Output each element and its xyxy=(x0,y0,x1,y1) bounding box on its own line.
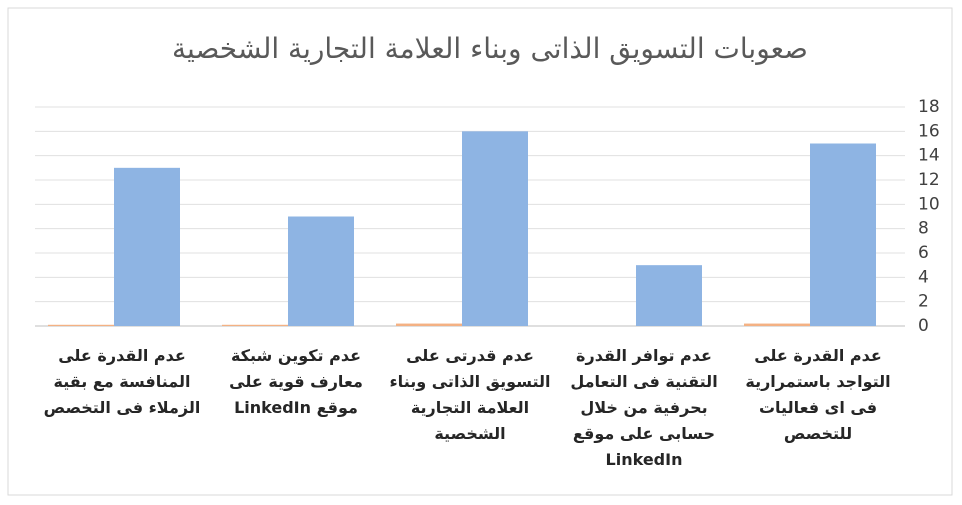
bar xyxy=(744,323,810,326)
y-tick-label: 2 xyxy=(918,292,929,312)
bar xyxy=(114,167,180,326)
chart-title: صعوبات التسويق الذاتى وبناء العلامة التج… xyxy=(172,32,808,65)
y-tick-label: 4 xyxy=(918,267,929,287)
y-tick-label: 18 xyxy=(918,97,940,117)
bar xyxy=(396,323,462,326)
bar xyxy=(636,265,702,326)
y-tick-label: 10 xyxy=(918,194,940,214)
y-tick-label: 16 xyxy=(918,121,940,141)
bar xyxy=(222,324,288,326)
y-tick-label: 8 xyxy=(918,219,929,239)
y-tick-label: 6 xyxy=(918,243,929,263)
y-tick-label: 0 xyxy=(918,316,929,336)
y-tick-label: 14 xyxy=(918,146,940,166)
bar xyxy=(288,216,354,326)
x-tick-label: عدم القدرة على المنافسة مع بقية الزملاء … xyxy=(43,346,201,417)
x-tick-label: عدم القدرة على التواجد باستمرارية فى اى … xyxy=(745,346,891,443)
y-tick-label: 12 xyxy=(918,170,940,190)
x-tick-label: عدم قدرتى على التسويق الذاتى وبناء العلا… xyxy=(389,346,551,443)
bar xyxy=(810,143,876,326)
x-tick-label: عدم توافر القدرة التقنية فى التعامل بحرف… xyxy=(570,346,718,469)
bar xyxy=(462,131,528,326)
bar xyxy=(48,324,114,326)
x-tick-label: عدم تكوين شبكة معارف قوية على موقع Linke… xyxy=(229,346,363,417)
